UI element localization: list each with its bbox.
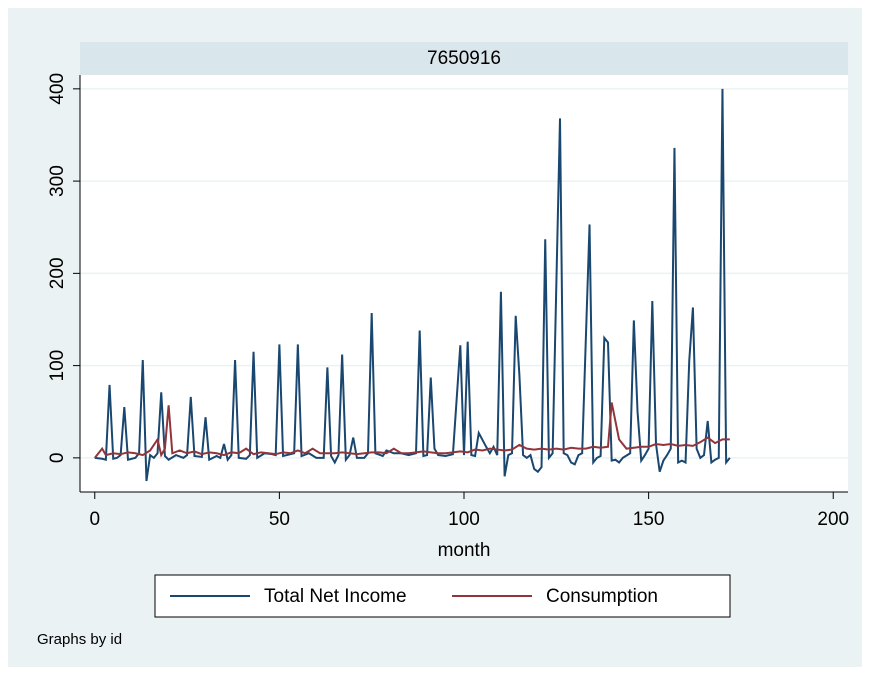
y-tick-label: 300 <box>47 165 68 197</box>
y-tick-label: 100 <box>47 350 68 382</box>
x-tick-label: 100 <box>448 509 480 530</box>
x-tick-label: 150 <box>633 509 665 530</box>
legend-label: Total Net Income <box>264 586 407 607</box>
y-tick-label: 0 <box>47 453 68 464</box>
y-tick-label: 400 <box>47 73 68 105</box>
y-tick-label: 200 <box>47 258 68 290</box>
x-axis-label: month <box>438 540 491 561</box>
legend <box>154 574 731 618</box>
x-tick-label: 0 <box>89 509 100 530</box>
subtitle-strip <box>80 42 848 75</box>
chart-title: 7650916 <box>427 48 501 69</box>
line-series <box>93 402 730 459</box>
line-series <box>94 88 731 482</box>
x-tick-label: 50 <box>269 509 290 530</box>
legend-label: Consumption <box>546 586 658 607</box>
note: Graphs by id <box>37 631 122 648</box>
x-tick-label: 200 <box>817 509 849 530</box>
